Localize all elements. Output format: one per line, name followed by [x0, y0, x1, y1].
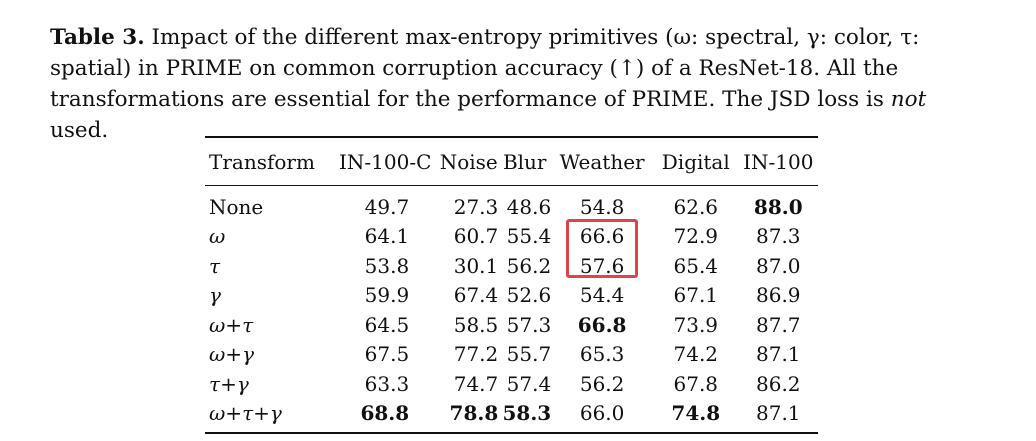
header-in100c: IN-100-C [339, 149, 432, 174]
cell-weather: 65.3 [579, 342, 625, 367]
cell-noise: 77.2 [453, 342, 499, 367]
cell-in100: 87.7 [756, 312, 801, 337]
cell-in100: 87.1 [756, 401, 801, 426]
cell-in100c: 64.1 [364, 224, 410, 249]
caption-italic-word: not [890, 87, 927, 112]
header-digital: Digital [661, 149, 730, 174]
table-top-rule [205, 136, 818, 138]
table-row: ω+τ+γ 68.8 78.8 58.3 66.0 74.8 87.1 [205, 399, 818, 433]
cell-in100c: 64.5 [364, 312, 410, 337]
cell-digital: 72.9 [673, 224, 719, 249]
cell-blur: 55.4 [506, 224, 552, 249]
cell-in100c: 67.5 [364, 342, 410, 367]
cell-in100: 87.3 [756, 224, 801, 249]
cell-digital: 67.8 [673, 371, 719, 396]
header-noise: Noise [439, 149, 498, 174]
cell-in100c: 68.8 [360, 401, 410, 426]
cell-noise: 67.4 [453, 283, 499, 308]
cell-in100c: 63.3 [364, 371, 410, 396]
cell-transform: γ [209, 283, 221, 308]
header-weather: Weather [559, 149, 645, 174]
cell-transform: τ+γ [209, 371, 249, 396]
cell-transform: ω+γ [209, 342, 255, 367]
table-row: ω 64.1 60.7 55.4 66.6 72.9 87.3 [205, 222, 818, 252]
cell-blur: 58.3 [502, 401, 552, 426]
table-row: τ+γ 63.3 74.7 57.4 56.2 67.8 86.2 [205, 369, 818, 399]
table-row: γ 59.9 67.4 52.6 54.4 67.1 86.9 [205, 281, 818, 311]
cell-in100c: 59.9 [364, 283, 410, 308]
cell-in100c: 53.8 [364, 253, 410, 278]
cell-noise: 27.3 [439, 185, 499, 222]
cell-transform: ω+τ [209, 312, 254, 337]
table-grid: Transform IN-100-C Noise Blur Weather Di… [205, 138, 818, 432]
cell-transform: None [205, 185, 332, 222]
cell-in100: 87.1 [756, 342, 801, 367]
cell-weather: 54.4 [579, 283, 625, 308]
table-row: ω+τ 64.5 58.5 57.3 66.8 73.9 87.7 [205, 310, 818, 340]
cell-weather: 56.2 [579, 371, 625, 396]
header-transform: Transform [209, 149, 315, 174]
table-caption: Table 3. Impact of the different max-ent… [50, 22, 990, 146]
results-table: Transform IN-100-C Noise Blur Weather Di… [205, 136, 818, 434]
cell-noise: 60.7 [453, 224, 499, 249]
cell-blur: 56.2 [506, 253, 552, 278]
caption-label: Table 3. [50, 25, 145, 50]
cell-in100: 86.9 [756, 283, 801, 308]
cell-weather: 54.8 [551, 185, 654, 222]
table-bottom-rule [205, 432, 818, 434]
cell-digital: 67.1 [673, 283, 719, 308]
table-row: None 49.7 27.3 48.6 54.8 62.6 88.0 [205, 185, 818, 222]
cell-digital: 65.4 [673, 253, 719, 278]
header-in100: IN-100 [743, 149, 814, 174]
cell-in100: 88.0 [738, 185, 818, 222]
cell-digital: 74.8 [671, 401, 721, 426]
cell-noise: 78.8 [449, 401, 499, 426]
cell-noise: 58.5 [453, 312, 499, 337]
cell-weather: 57.6 [579, 253, 625, 278]
cell-blur: 57.4 [506, 371, 552, 396]
caption-text-end: used. [50, 118, 109, 143]
highlight-box [566, 219, 638, 278]
cell-noise: 30.1 [453, 253, 499, 278]
cell-transform: τ [209, 253, 221, 278]
cell-digital: 73.9 [673, 312, 719, 337]
cell-digital: 74.2 [673, 342, 719, 367]
cell-blur: 55.7 [506, 342, 552, 367]
cell-blur: 52.6 [506, 283, 552, 308]
cell-weather: 66.8 [577, 312, 627, 337]
cell-blur: 57.3 [506, 312, 552, 337]
caption-text: Impact of the different max-entropy prim… [50, 25, 920, 112]
cell-weather: 66.6 [579, 224, 625, 249]
table-header-row: Transform IN-100-C Noise Blur Weather Di… [205, 138, 818, 186]
cell-in100: 87.0 [756, 253, 801, 278]
cell-transform: ω+τ+γ [209, 401, 282, 426]
header-blur: Blur [502, 149, 547, 174]
cell-transform: ω [209, 224, 226, 249]
cell-blur: 48.6 [498, 185, 552, 222]
cell-digital: 62.6 [653, 185, 739, 222]
cell-weather: 66.0 [579, 401, 625, 426]
table-row: ω+γ 67.5 77.2 55.7 65.3 74.2 87.1 [205, 340, 818, 370]
table-row: τ 53.8 30.1 56.2 57.6 65.4 87.0 [205, 251, 818, 281]
cell-in100: 86.2 [756, 371, 801, 396]
cell-noise: 74.7 [453, 371, 499, 396]
cell-in100c: 49.7 [331, 185, 440, 222]
